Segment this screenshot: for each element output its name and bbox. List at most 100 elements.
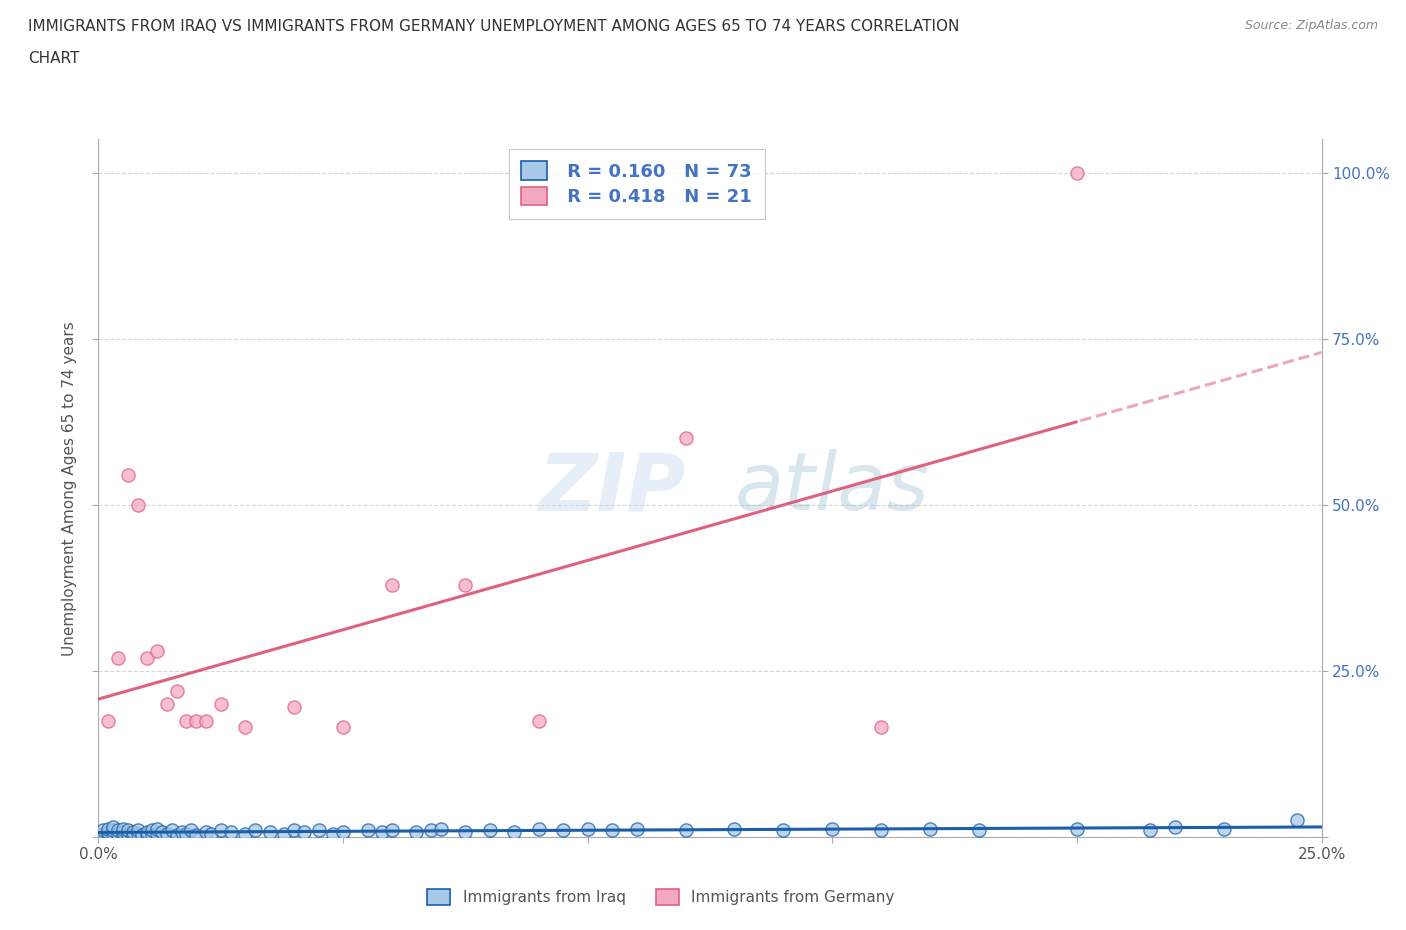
Point xyxy=(772,823,794,838)
Point xyxy=(97,821,120,836)
Point xyxy=(156,697,179,711)
Point xyxy=(292,824,315,839)
Point xyxy=(156,826,179,841)
Point xyxy=(97,713,120,728)
Point xyxy=(371,824,394,839)
Point xyxy=(420,823,443,838)
Point xyxy=(176,826,198,841)
Point xyxy=(920,821,942,836)
Point xyxy=(146,644,169,658)
Point xyxy=(332,824,354,839)
Point xyxy=(127,498,149,512)
Point xyxy=(101,819,124,834)
Point xyxy=(576,821,599,836)
Text: CHART: CHART xyxy=(28,51,80,66)
Point xyxy=(131,828,153,843)
Point xyxy=(209,823,232,838)
Point xyxy=(332,720,354,735)
Point xyxy=(166,684,188,698)
Point xyxy=(870,823,893,838)
Point xyxy=(381,578,404,592)
Point xyxy=(243,823,266,838)
Point xyxy=(405,824,427,839)
Point xyxy=(91,823,114,838)
Point xyxy=(273,826,295,841)
Point xyxy=(233,826,256,841)
Point xyxy=(430,821,453,836)
Point xyxy=(160,823,183,838)
Point xyxy=(675,823,697,838)
Point xyxy=(219,824,242,839)
Text: IMMIGRANTS FROM IRAQ VS IMMIGRANTS FROM GERMANY UNEMPLOYMENT AMONG AGES 65 TO 74: IMMIGRANTS FROM IRAQ VS IMMIGRANTS FROM … xyxy=(28,19,959,33)
Point xyxy=(675,431,697,445)
Point xyxy=(107,823,129,838)
Point xyxy=(186,828,208,843)
Point xyxy=(322,826,344,841)
Point xyxy=(127,823,149,838)
Point xyxy=(101,826,124,841)
Point xyxy=(180,823,202,838)
Point xyxy=(1066,166,1088,180)
Point xyxy=(146,826,169,841)
Point xyxy=(176,713,198,728)
Point xyxy=(91,826,114,841)
Point xyxy=(454,824,477,839)
Point xyxy=(141,828,163,843)
Point xyxy=(111,828,134,843)
Point xyxy=(117,826,139,841)
Point xyxy=(97,826,120,841)
Point xyxy=(166,828,188,843)
Point xyxy=(127,826,149,841)
Point xyxy=(195,713,218,728)
Text: ZIP: ZIP xyxy=(538,449,686,527)
Point xyxy=(141,823,163,838)
Point xyxy=(1139,823,1161,838)
Point xyxy=(117,823,139,838)
Point xyxy=(1164,819,1187,834)
Point xyxy=(170,824,193,839)
Point xyxy=(117,468,139,483)
Point xyxy=(967,823,990,838)
Point xyxy=(1286,813,1309,828)
Text: Source: ZipAtlas.com: Source: ZipAtlas.com xyxy=(1244,19,1378,32)
Point xyxy=(283,700,305,715)
Point xyxy=(150,824,173,839)
Point xyxy=(527,713,550,728)
Point xyxy=(111,821,134,836)
Point xyxy=(870,720,893,735)
Point xyxy=(146,821,169,836)
Point xyxy=(527,821,550,836)
Y-axis label: Unemployment Among Ages 65 to 74 years: Unemployment Among Ages 65 to 74 years xyxy=(62,321,77,656)
Legend: Immigrants from Iraq, Immigrants from Germany: Immigrants from Iraq, Immigrants from Ge… xyxy=(420,882,903,913)
Point xyxy=(600,823,623,838)
Point xyxy=(381,823,404,838)
Text: atlas: atlas xyxy=(734,449,929,527)
Point xyxy=(626,821,648,836)
Point xyxy=(283,823,305,838)
Point xyxy=(107,650,129,665)
Point xyxy=(233,720,256,735)
Point xyxy=(136,826,159,841)
Point xyxy=(821,821,844,836)
Point xyxy=(200,826,222,841)
Point xyxy=(121,828,143,843)
Point xyxy=(111,824,134,839)
Point xyxy=(553,823,575,838)
Point xyxy=(1066,821,1088,836)
Point xyxy=(1212,821,1234,836)
Point xyxy=(503,824,526,839)
Point xyxy=(259,824,281,839)
Point xyxy=(107,826,129,841)
Point xyxy=(356,823,378,838)
Point xyxy=(478,823,501,838)
Point xyxy=(308,823,330,838)
Point xyxy=(97,824,120,839)
Point xyxy=(101,823,124,838)
Point xyxy=(136,824,159,839)
Point xyxy=(209,697,232,711)
Point xyxy=(121,824,143,839)
Point xyxy=(136,650,159,665)
Point xyxy=(723,821,745,836)
Point xyxy=(195,824,218,839)
Point xyxy=(454,578,477,592)
